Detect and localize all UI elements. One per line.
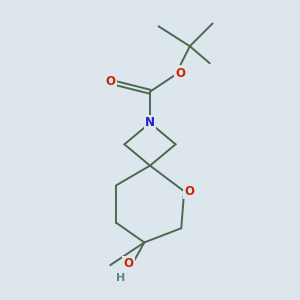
Text: O: O	[106, 75, 116, 88]
Text: O: O	[124, 257, 134, 270]
Text: N: N	[145, 116, 155, 130]
Text: H: H	[116, 273, 125, 283]
Text: O: O	[176, 67, 186, 80]
Text: O: O	[184, 185, 194, 198]
